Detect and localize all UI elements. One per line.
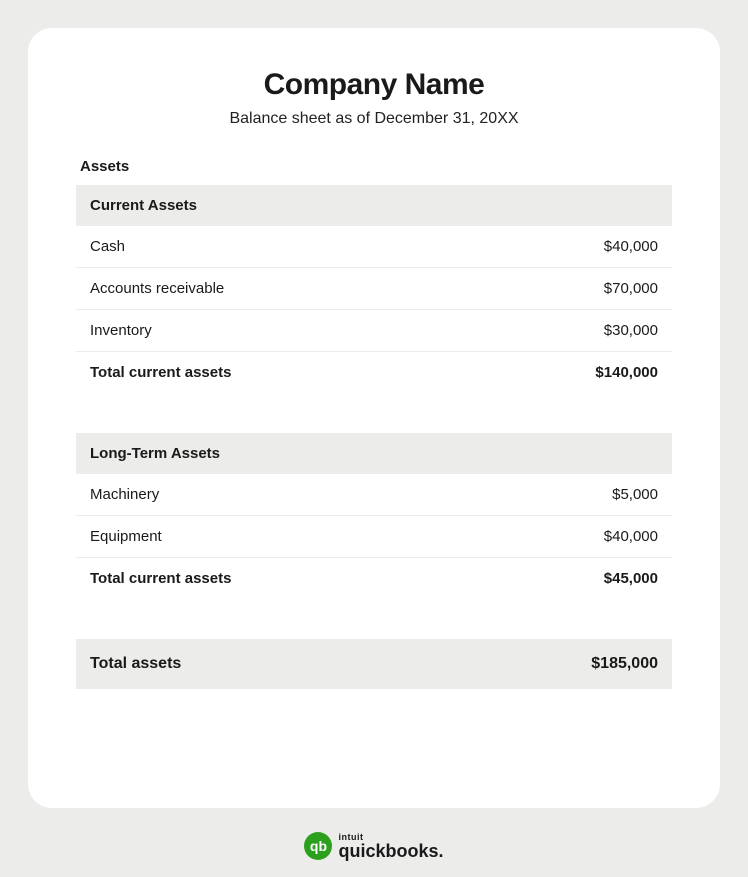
spacer <box>76 393 672 433</box>
row-label: Inventory <box>90 322 152 339</box>
row-value: $5,000 <box>612 486 658 503</box>
row-label: Cash <box>90 238 125 255</box>
balance-sheet-subtitle: Balance sheet as of December 31, 20XX <box>76 110 672 128</box>
table-row: Equipment $40,000 <box>76 516 672 558</box>
grand-total-label: Total assets <box>90 655 181 673</box>
row-value: $30,000 <box>604 322 658 339</box>
table-row: Accounts receivable $70,000 <box>76 268 672 310</box>
quickbooks-label: quickbooks. <box>338 842 443 860</box>
long-term-assets-total-row: Total current assets $45,000 <box>76 558 672 599</box>
quickbooks-icon: qb <box>304 832 332 860</box>
current-assets-total-row: Total current assets $140,000 <box>76 352 672 393</box>
row-label: Total current assets <box>90 570 231 587</box>
balance-sheet-card: Company Name Balance sheet as of Decembe… <box>28 28 720 808</box>
quickbooks-icon-text: qb <box>310 838 327 854</box>
current-assets-header: Current Assets <box>76 185 672 226</box>
grand-total-value: $185,000 <box>591 655 658 673</box>
row-value: $40,000 <box>604 238 658 255</box>
quickbooks-logo: qb intuit quickbooks. <box>28 832 720 860</box>
row-value: $40,000 <box>604 528 658 545</box>
total-assets-row: Total assets $185,000 <box>76 639 672 689</box>
row-label: Equipment <box>90 528 162 545</box>
assets-section-label: Assets <box>76 158 672 175</box>
row-value: $70,000 <box>604 280 658 297</box>
row-label: Total current assets <box>90 364 231 381</box>
row-label: Machinery <box>90 486 159 503</box>
spacer <box>76 599 672 639</box>
row-value: $140,000 <box>595 364 658 381</box>
table-row: Inventory $30,000 <box>76 310 672 352</box>
table-row: Cash $40,000 <box>76 226 672 268</box>
row-label: Accounts receivable <box>90 280 224 297</box>
table-row: Machinery $5,000 <box>76 474 672 516</box>
row-value: $45,000 <box>604 570 658 587</box>
quickbooks-wordmark: intuit quickbooks. <box>338 833 443 860</box>
company-name: Company Name <box>76 68 672 102</box>
long-term-assets-header: Long-Term Assets <box>76 433 672 474</box>
